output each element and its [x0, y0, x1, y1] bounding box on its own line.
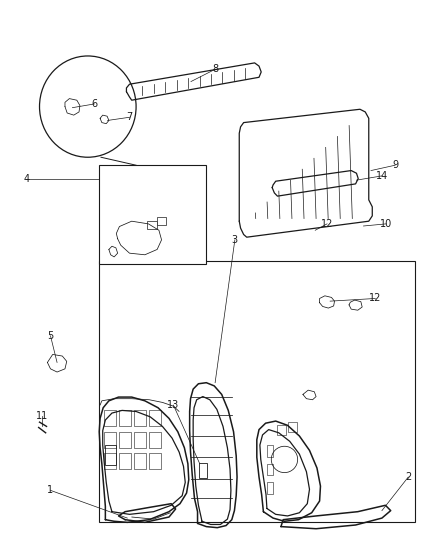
Bar [119, 410, 131, 426]
Ellipse shape [39, 56, 136, 157]
Text: 12: 12 [320, 219, 332, 229]
Text: 3: 3 [231, 235, 237, 245]
Bar [198, 463, 206, 478]
Bar [147, 221, 156, 229]
Bar [104, 453, 116, 469]
Text: 7: 7 [126, 112, 132, 122]
Text: 9: 9 [391, 160, 397, 170]
Bar [287, 422, 297, 432]
Text: 4: 4 [23, 174, 29, 183]
Text: 10: 10 [379, 219, 392, 229]
Text: 1: 1 [47, 486, 53, 495]
Text: 13: 13 [167, 400, 179, 410]
Bar [99, 261, 414, 522]
Bar [134, 453, 145, 469]
Bar [104, 410, 116, 426]
Bar [134, 410, 145, 426]
Text: 12: 12 [368, 294, 381, 303]
Text: 14: 14 [375, 171, 387, 181]
Bar [105, 445, 116, 465]
Bar [149, 410, 160, 426]
Text: 2: 2 [404, 472, 410, 482]
Bar [157, 217, 166, 225]
Text: 6: 6 [91, 99, 97, 109]
Text: 8: 8 [212, 64, 218, 74]
Bar [149, 453, 160, 469]
Bar [266, 445, 273, 457]
Bar [266, 464, 273, 475]
Text: 11: 11 [35, 411, 48, 421]
Bar [276, 425, 286, 435]
Text: 5: 5 [47, 331, 53, 341]
Bar [119, 432, 131, 448]
Bar [134, 432, 145, 448]
Bar [266, 482, 273, 494]
Bar [149, 432, 160, 448]
Bar [99, 165, 206, 264]
Bar [104, 432, 116, 448]
Bar [119, 453, 131, 469]
